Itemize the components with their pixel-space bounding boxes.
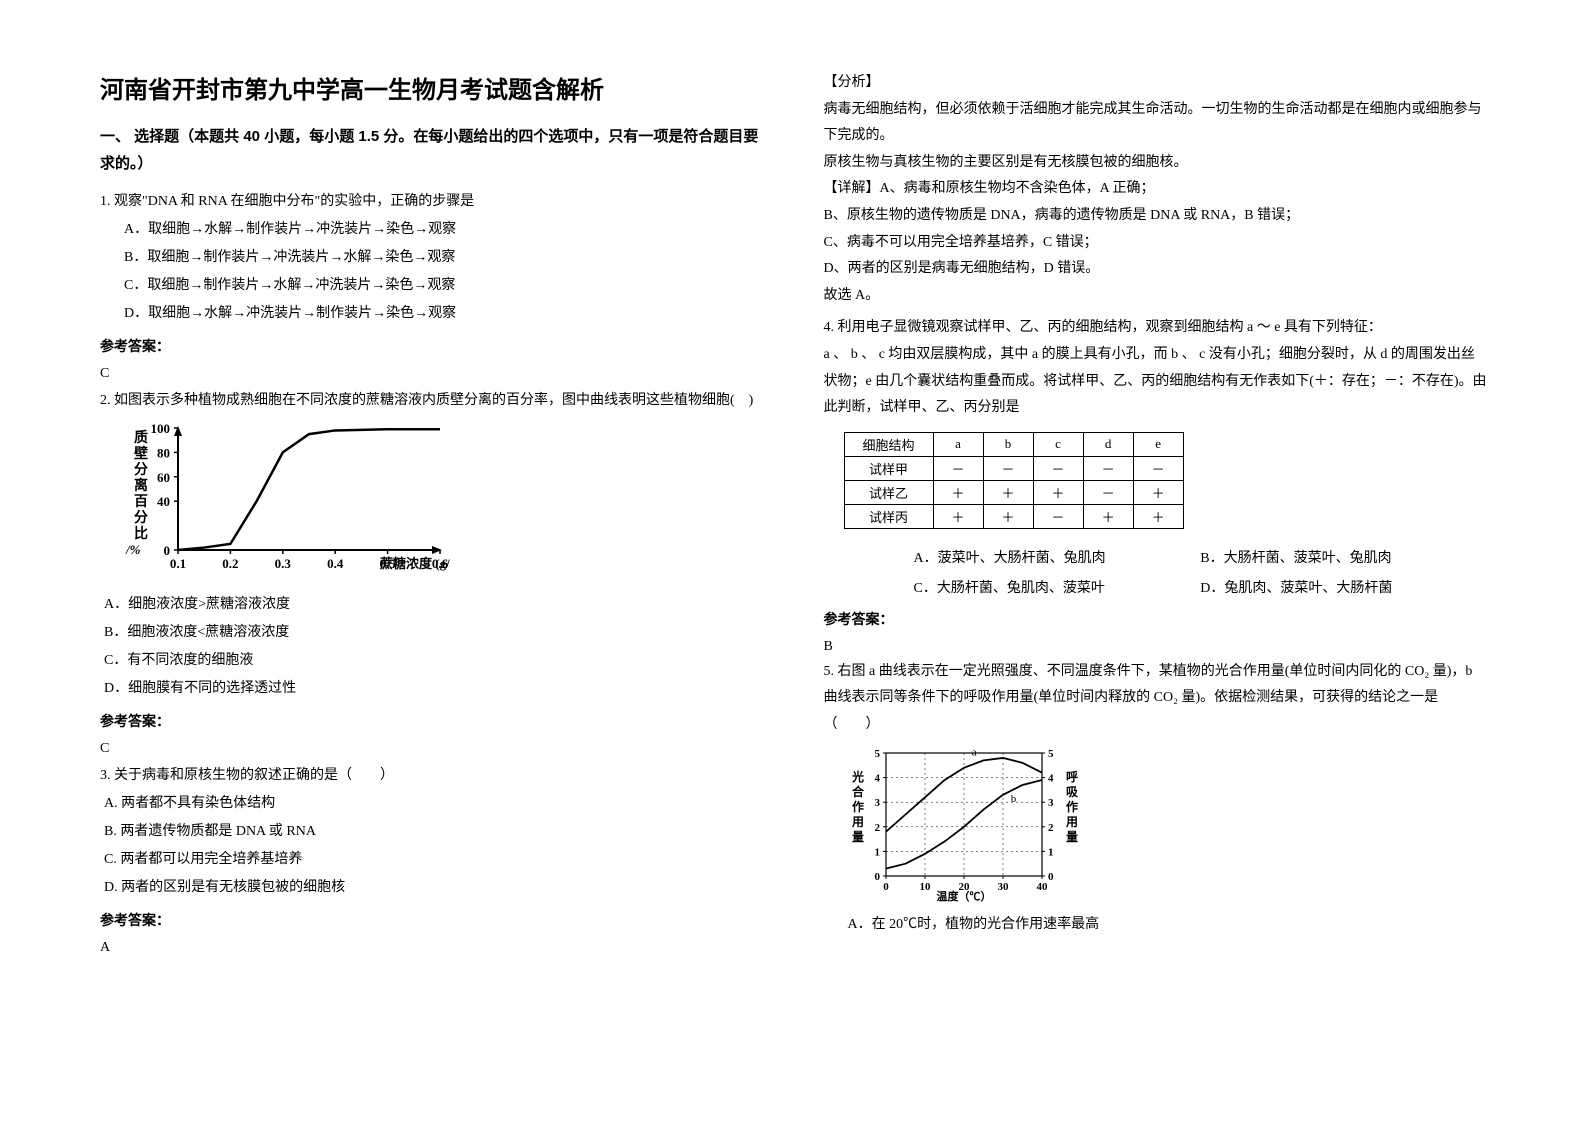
svg-text:分: 分 [134,510,148,526]
q2-opt-c: C．有不同浓度的细胞液 [100,647,764,675]
svg-text:温度（℃）: 温度（℃） [936,889,991,902]
svg-text:量: 量 [1066,830,1078,844]
q2-opt-b: B．细胞液浓度<蔗糖溶液浓度 [100,619,764,647]
q2-opt-a: A．细胞液浓度>蔗糖溶液浓度 [100,591,764,619]
svg-text:1: 1 [874,846,880,858]
svg-text:/%: /% [125,542,141,557]
q4-ans: B [824,639,1488,655]
svg-text:80: 80 [157,446,170,461]
svg-text:b: b [1010,793,1016,805]
q2-ans: C [100,741,764,757]
svg-text:3: 3 [874,797,880,809]
q1-opt-a: A．取细胞→水解→制作装片→冲洗装片→染色→观察 [100,216,764,244]
q5-opt-a: A．在 20℃时，植物的光合作用速率最高 [824,911,1488,939]
q1-opt-c: C．取细胞→制作装片→水解→冲洗装片→染色→观察 [100,272,764,300]
q3-opt-c: C. 两者都可以用完全培养基培养 [100,846,764,874]
analysis-p1: 病毒无细胞结构，但必须依赖于活细胞才能完成其生命活动。一切生物的生命活动都是在细… [824,97,1488,150]
q3-opt-b: B. 两者遗传物质都是 DNA 或 RNA [100,818,764,846]
section-instructions: 一、 选择题（本题共 40 小题，每小题 1.5 分。在每小题给出的四个选项中，… [100,123,764,177]
q3-stem: 3. 关于病毒和原核生物的叙述正确的是（ ） [100,763,764,790]
svg-text:1: 1 [1048,846,1054,858]
svg-text:0.4: 0.4 [327,556,344,571]
q3-ans-label: 参考答案： [100,910,764,930]
svg-text:2: 2 [874,821,880,833]
svg-text:0.3: 0.3 [275,556,292,571]
svg-text:40: 40 [1036,881,1048,893]
analysis-db: B、原核生物的遗传物质是 DNA，病毒的遗传物质是 DNA 或 RNA，B 错误… [824,203,1488,230]
q4-stem1: 4. 利用电子显微镜观察试样甲、乙、丙的细胞结构，观察到细胞结构 a ～ e 具… [824,315,1488,342]
q2-opt-d: D．细胞膜有不同的选择透过性 [100,675,764,703]
q4-opt-a: A．菠菜叶、大肠杆菌、兔肌肉 [914,547,1201,567]
q4-stem2: a 、 b 、 c 均由双层膜构成，其中 a 的膜上具有小孔，而 b 、 c 没… [824,342,1488,422]
svg-text:10: 10 [919,881,931,893]
analysis-dd: D、两者的区别是病毒无细胞结构，D 错误。 [824,256,1488,283]
page-title: 河南省开封市第九中学高一生物月考试题含解析 [100,70,764,105]
svg-text:百: 百 [134,494,148,510]
svg-text:100: 100 [151,421,171,436]
q4-table: 细胞结构abcde试样甲－－－－－试样乙＋＋＋－＋试样丙＋＋－＋＋ [844,432,1184,529]
svg-text:质: 质 [134,429,148,446]
svg-text:5: 5 [874,748,880,760]
q1-stem: 1. 观察"DNA 和 RNA 在细胞中分布"的实验中，正确的步骤是 [100,189,764,216]
analysis-concl: 故选 A。 [824,283,1488,310]
q1-ans-label: 参考答案： [100,336,764,356]
analysis-dc: C、病毒不可以用完全培养基培养，C 错误； [824,230,1488,257]
left-column: 河南省开封市第九中学高一生物月考试题含解析 一、 选择题（本题共 40 小题，每… [100,70,764,1082]
q2-stem: 2. 如图表示多种植物成熟细胞在不同浓度的蔗糖溶液内质壁分离的百分率，图中曲线表… [100,388,764,415]
q3-opt-a: A. 两者都不具有染色体结构 [100,790,764,818]
svg-text:量: 量 [852,830,864,844]
svg-text:0: 0 [874,871,880,883]
svg-text:a: a [971,747,976,758]
svg-text:0.1: 0.1 [170,556,186,571]
svg-text:60: 60 [157,470,170,485]
q2-ans-label: 参考答案： [100,711,764,731]
q5-chart: 001122334455010203040光合作用量呼吸作用量温度（℃）ab [844,747,1084,907]
q3-ans: A [100,940,764,956]
q3-opt-d: D. 两者的区别是有无核膜包被的细胞核 [100,874,764,902]
analysis-da: A、病毒和原核生物均不含染色体，A 正确； [880,181,1155,196]
svg-text:4: 4 [1048,772,1054,784]
svg-text:作: 作 [1066,799,1078,814]
svg-text:0: 0 [883,881,889,893]
q2-chart: 40608010000.10.20.30.40.50.6质壁分离百分比/%蔗糖浓… [120,420,450,585]
analysis-label: 【分析】 [824,70,1488,97]
svg-text:2: 2 [1048,821,1054,833]
svg-text:5: 5 [1048,748,1054,760]
svg-text:3: 3 [1048,797,1054,809]
svg-text:吸: 吸 [1066,785,1079,799]
svg-text:0: 0 [1048,871,1054,883]
detail-label-text: 【详解】 [824,181,880,196]
analysis-p2: 原核生物与真核生物的主要区别是有无核膜包被的细胞核。 [824,150,1488,177]
q4-opt-d: D．兔肌肉、菠菜叶、大肠杆菌 [1200,577,1487,597]
q4-ans-label: 参考答案： [824,609,1488,629]
q1-opt-b: B．取细胞→制作装片→冲洗装片→水解→染色→观察 [100,244,764,272]
svg-text:蔗糖浓度 (g/mL): 蔗糖浓度 (g/mL) [379,556,450,571]
q5-stem: 5. 右图 a 曲线表示在一定光照强度、不同温度条件下，某植物的光合作用量(单位… [824,659,1488,739]
svg-text:分: 分 [134,462,148,478]
svg-text:合: 合 [852,784,865,799]
q4-opt-c: C．大肠杆菌、兔肌肉、菠菜叶 [914,577,1201,597]
svg-text:30: 30 [997,881,1009,893]
svg-text:4: 4 [874,772,880,784]
svg-text:用: 用 [851,815,864,829]
svg-text:离: 离 [134,477,148,494]
q1-opt-d: D．取细胞→水解→冲洗装片→制作装片→染色→观察 [100,300,764,328]
svg-text:40: 40 [157,494,170,509]
svg-text:壁: 壁 [134,445,148,462]
svg-text:呼: 呼 [1066,769,1078,784]
q4-opt-b: B．大肠杆菌、菠菜叶、兔肌肉 [1200,547,1487,567]
q4-opts-row2: C．大肠杆菌、兔肌肉、菠菜叶 D．兔肌肉、菠菜叶、大肠杆菌 [824,577,1488,597]
svg-text:0.2: 0.2 [222,556,238,571]
svg-text:光: 光 [851,769,864,784]
right-column: 【分析】 病毒无细胞结构，但必须依赖于活细胞才能完成其生命活动。一切生物的生命活… [824,70,1488,1082]
svg-text:用: 用 [1065,815,1078,829]
svg-text:比: 比 [134,525,148,542]
q1-ans: C [100,366,764,382]
analysis-detail-label: 【详解】A、病毒和原核生物均不含染色体，A 正确； [824,176,1488,203]
svg-text:作: 作 [852,799,864,814]
q4-opts-row1: A．菠菜叶、大肠杆菌、兔肌肉 B．大肠杆菌、菠菜叶、兔肌肉 [824,547,1488,567]
